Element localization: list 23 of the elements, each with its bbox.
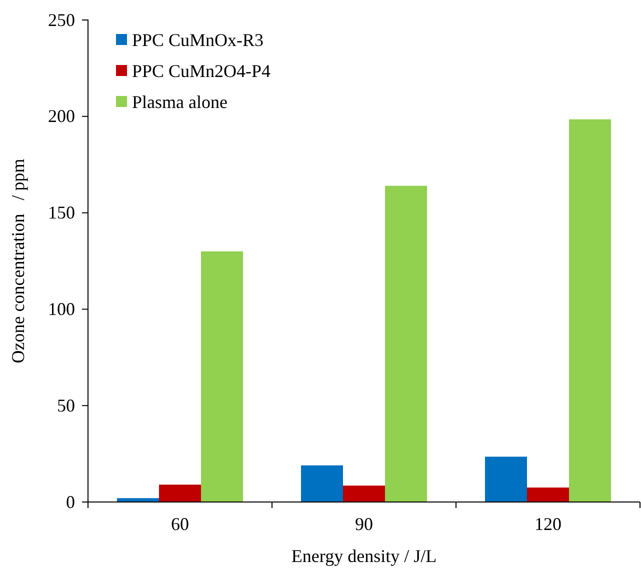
x-axis-title: Energy density / J/L (291, 546, 437, 566)
x-tick-label: 90 (355, 514, 373, 534)
x-tick-label: 60 (171, 514, 189, 534)
bar (300, 465, 343, 502)
y-tick-label: 150 (48, 202, 75, 223)
bar (569, 119, 612, 502)
bar (385, 186, 428, 502)
bar (201, 251, 244, 502)
y-tick-label: 0 (66, 492, 75, 512)
x-tick-label: 120 (534, 514, 562, 534)
legend-label: PPC CuMn2O4-P4 (132, 61, 271, 81)
bar (116, 498, 159, 502)
y-tick-label: 100 (48, 298, 75, 319)
y-tick-label: 50 (57, 395, 75, 416)
y-tick-label: 200 (48, 106, 75, 126)
y-axis-title: Ozone concentration / ppm (8, 158, 28, 364)
legend-label: Plasma alone (132, 92, 228, 112)
bar (342, 486, 386, 502)
bar (484, 456, 527, 502)
bar (158, 484, 202, 502)
y-tick-label: 250 (48, 10, 75, 30)
bar (526, 488, 570, 502)
legend-label: PPC CuMnOx-R3 (132, 30, 264, 50)
